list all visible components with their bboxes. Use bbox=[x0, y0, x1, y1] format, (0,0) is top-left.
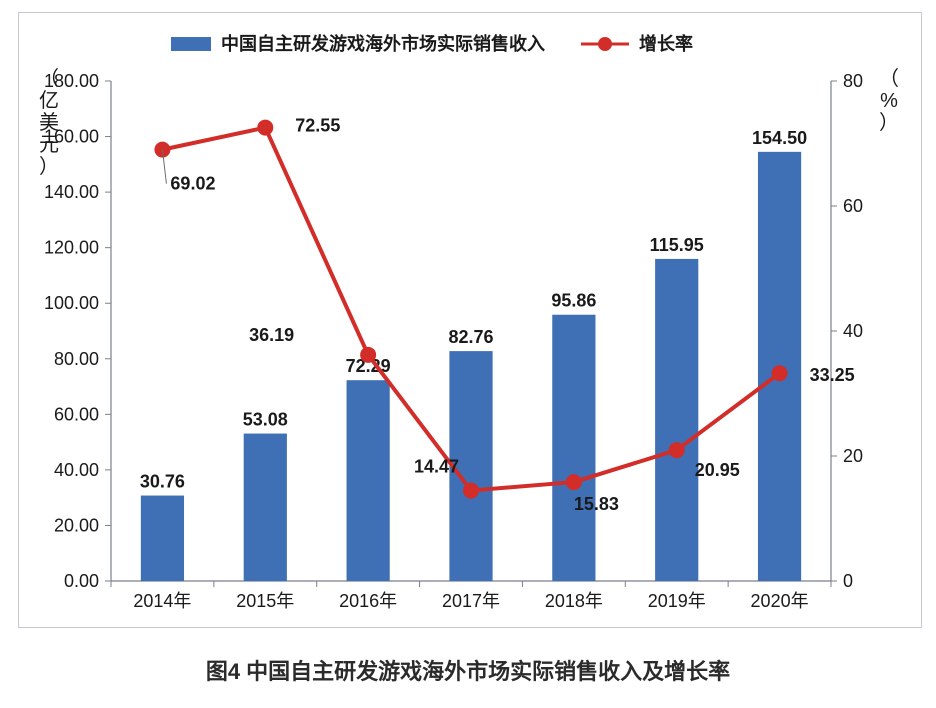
axis-left-title: （亿美元） bbox=[39, 67, 59, 178]
growth-value-label: 15.83 bbox=[574, 494, 619, 514]
svg-text:%: % bbox=[880, 90, 898, 112]
ytick-right-label: 60 bbox=[843, 196, 863, 216]
bar bbox=[552, 315, 595, 581]
growth-marker bbox=[566, 474, 582, 490]
legend-label-bar: 中国自主研发游戏海外市场实际销售收入 bbox=[221, 33, 545, 54]
growth-marker bbox=[360, 347, 376, 363]
xtick-label: 2017年 bbox=[442, 591, 500, 611]
ytick-left-label: 20.00 bbox=[54, 515, 99, 535]
growth-marker bbox=[772, 365, 788, 381]
growth-marker bbox=[669, 442, 685, 458]
legend-swatch-bar bbox=[171, 37, 211, 51]
ytick-left-label: 40.00 bbox=[54, 460, 99, 480]
svg-text:）: ） bbox=[39, 155, 59, 178]
xtick-label: 2018年 bbox=[545, 591, 603, 611]
bar bbox=[244, 434, 287, 581]
ytick-left-label: 140.00 bbox=[44, 182, 99, 202]
ytick-right-label: 40 bbox=[843, 321, 863, 341]
svg-text:（: （ bbox=[879, 67, 899, 90]
legend-swatch-dot bbox=[598, 37, 612, 51]
ytick-left-label: 60.00 bbox=[54, 404, 99, 424]
bar-value-label: 53.08 bbox=[243, 410, 288, 430]
ytick-right-label: 0 bbox=[843, 571, 853, 591]
ytick-left-label: 100.00 bbox=[44, 293, 99, 313]
growth-marker bbox=[257, 120, 273, 136]
svg-text:亿: 亿 bbox=[39, 89, 59, 112]
bar-value-label: 30.76 bbox=[140, 472, 185, 492]
xtick-label: 2014年 bbox=[133, 591, 191, 611]
growth-value-label: 36.19 bbox=[249, 325, 294, 345]
xtick-label: 2015年 bbox=[236, 591, 294, 611]
growth-value-label: 14.47 bbox=[414, 457, 459, 477]
bar-value-label: 154.50 bbox=[752, 128, 807, 148]
growth-marker bbox=[463, 483, 479, 499]
ytick-right-label: 80 bbox=[843, 71, 863, 91]
figure-caption: 图4 中国自主研发游戏海外市场实际销售收入及增长率 bbox=[0, 654, 936, 686]
growth-value-label: 20.95 bbox=[695, 460, 740, 480]
xtick-label: 2019年 bbox=[648, 591, 706, 611]
growth-value-label: 72.55 bbox=[295, 116, 340, 136]
growth-value-label: 69.02 bbox=[170, 174, 215, 194]
bar-value-label: 82.76 bbox=[448, 327, 493, 347]
bar bbox=[141, 496, 184, 581]
axis-right-title: （%） bbox=[879, 67, 899, 134]
bar bbox=[655, 259, 698, 581]
ytick-right-label: 20 bbox=[843, 446, 863, 466]
bar-value-label: 115.95 bbox=[650, 235, 704, 255]
ytick-left-label: 0.00 bbox=[64, 571, 99, 591]
ytick-left-label: 80.00 bbox=[54, 349, 99, 369]
growth-value-label: 33.25 bbox=[810, 365, 855, 385]
bar bbox=[347, 380, 390, 581]
page: 中国自主研发游戏海外市场实际销售收入 增长率 0.00 20.00 40.00 60.00… bbox=[0, 0, 936, 708]
svg-text:美: 美 bbox=[39, 111, 59, 134]
svg-text:（: （ bbox=[39, 67, 59, 90]
xtick-label: 2020年 bbox=[751, 591, 809, 611]
bar-value-label: 95.86 bbox=[551, 291, 596, 311]
svg-text:）: ） bbox=[879, 111, 899, 134]
svg-text:元: 元 bbox=[39, 134, 59, 156]
ytick-left-label: 120.00 bbox=[44, 238, 99, 258]
chart-svg: 中国自主研发游戏海外市场实际销售收入 增长率 0.00 20.00 40.00 60.00… bbox=[19, 13, 921, 627]
xtick-label: 2016年 bbox=[339, 591, 397, 611]
chart-frame: 中国自主研发游戏海外市场实际销售收入 增长率 0.00 20.00 40.00 60.00… bbox=[18, 12, 922, 628]
legend-label-line: 增长率 bbox=[639, 33, 693, 54]
